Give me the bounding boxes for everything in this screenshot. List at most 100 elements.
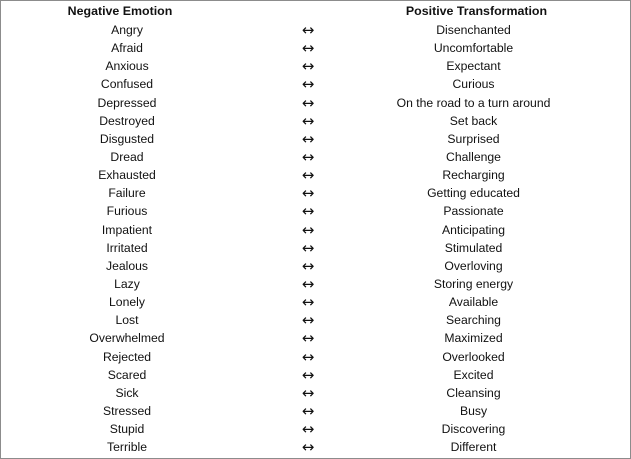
double-arrow-icon: ↔ [301, 21, 315, 39]
positive-transformation-cell: Uncomfortable [433, 41, 514, 56]
negative-emotion-cell: Anxious [105, 59, 149, 74]
table-row: Afraid ↔ Uncomfortable [1, 39, 630, 57]
negative-emotion-cell: Stupid [109, 422, 145, 437]
negative-emotion-cell: Stressed [102, 403, 152, 418]
positive-transformation-cell: Storing energy [433, 276, 514, 291]
table-row: Sick ↔ Cleansing [1, 384, 630, 402]
double-arrow-icon: ↔ [301, 420, 315, 439]
table-row: Irritated ↔ Stimulated [1, 239, 630, 257]
positive-transformation-cell: Excited [453, 367, 494, 382]
positive-transformation-cell: Anticipating [441, 222, 505, 237]
negative-emotion-cell: Disgusted [99, 131, 155, 146]
positive-transformation-cell: Recharging [442, 168, 505, 183]
table-row: Stressed ↔ Busy [1, 402, 630, 420]
positive-transformation-cell: Available [448, 295, 499, 310]
table-row: Terrible ↔ Different [1, 438, 630, 456]
negative-emotion-cell: Scared [107, 367, 147, 382]
double-arrow-icon: ↔ [301, 438, 315, 457]
double-arrow-icon: ↔ [301, 365, 315, 384]
double-arrow-icon: ↔ [301, 166, 315, 185]
table-header-row: Negative Emotion Positive Transformation [1, 1, 630, 21]
table-row: Lonely ↔ Available [1, 293, 630, 311]
positive-transformation-cell: Overlooked [442, 349, 505, 364]
double-arrow-icon: ↔ [301, 111, 315, 130]
double-arrow-icon: ↔ [301, 311, 315, 330]
positive-transformation-cell: Expectant [446, 59, 501, 74]
positive-transformation-cell: Challenge [446, 149, 501, 164]
double-arrow-icon: ↔ [301, 329, 315, 348]
negative-emotion-cell: Furious [106, 204, 148, 219]
table-row: Confused ↔ Curious [1, 75, 630, 93]
positive-transformation-cell: Stimulated [444, 240, 503, 255]
double-arrow-icon: ↔ [301, 184, 315, 203]
double-arrow-icon: ↔ [301, 401, 315, 420]
double-arrow-icon: ↔ [301, 220, 315, 239]
positive-transformation-cell: Curious [452, 77, 495, 92]
negative-emotion-cell: Exhausted [98, 168, 156, 183]
double-arrow-icon: ↔ [301, 347, 315, 366]
positive-transformation-cell: On the road to a turn around [396, 95, 551, 110]
table-row: Lazy ↔ Storing energy [1, 275, 630, 293]
double-arrow-icon: ↔ [301, 129, 315, 148]
header-positive-transformation: Positive Transformation [405, 4, 548, 18]
table-row: Depressed ↔ On the road to a turn around [1, 94, 630, 112]
positive-transformation-cell: Cleansing [446, 385, 501, 400]
negative-emotion-cell: Terrible [107, 440, 147, 455]
negative-emotion-cell: Confused [100, 77, 154, 92]
double-arrow-icon: ↔ [301, 75, 315, 94]
double-arrow-icon: ↔ [301, 147, 315, 166]
header-negative-emotion: Negative Emotion [67, 4, 173, 18]
table-row: Angry ↔ Disenchanted [1, 21, 630, 39]
negative-emotion-cell: Failure [108, 186, 146, 201]
table-row: Disgusted ↔ Surprised [1, 130, 630, 148]
double-arrow-icon: ↔ [301, 383, 315, 402]
double-arrow-icon: ↔ [301, 39, 315, 58]
positive-transformation-cell: Getting educated [427, 186, 520, 201]
negative-emotion-cell: Rejected [102, 349, 152, 364]
table-row: Rejected ↔ Overlooked [1, 348, 630, 366]
positive-transformation-cell: Different [450, 440, 497, 455]
negative-emotion-cell: Afraid [111, 41, 143, 56]
negative-emotion-cell: Destroyed [99, 113, 155, 128]
negative-emotion-cell: Jealous [105, 258, 148, 273]
table-row: Stupid ↔ Discovering [1, 420, 630, 438]
positive-transformation-cell: Passionate [443, 204, 504, 219]
positive-transformation-cell: Overloving [444, 258, 503, 273]
table-row: Failure ↔ Getting educated [1, 184, 630, 202]
table-row: Overwhelmed ↔ Maximized [1, 329, 630, 347]
table-row: Exhausted ↔ Recharging [1, 166, 630, 184]
negative-emotion-cell: Lost [115, 313, 139, 328]
double-arrow-icon: ↔ [301, 238, 315, 257]
double-arrow-icon: ↔ [301, 202, 315, 221]
positive-transformation-cell: Surprised [447, 131, 500, 146]
table-row: Scared ↔ Excited [1, 366, 630, 384]
positive-transformation-cell: Set back [449, 113, 498, 128]
table-row: Jealous ↔ Overloving [1, 257, 630, 275]
positive-transformation-cell: Disenchanted [436, 23, 511, 37]
negative-emotion-cell: Lazy [114, 276, 140, 291]
positive-transformation-cell: Maximized [444, 331, 503, 346]
negative-emotion-cell: Sick [115, 385, 139, 400]
table-row: Anxious ↔ Expectant [1, 57, 630, 75]
double-arrow-icon: ↔ [301, 293, 315, 312]
double-arrow-icon: ↔ [301, 256, 315, 275]
negative-emotion-cell: Depressed [97, 95, 157, 110]
table-row: Destroyed ↔ Set back [1, 112, 630, 130]
positive-transformation-cell: Busy [459, 403, 488, 418]
negative-emotion-cell: Lonely [109, 295, 145, 310]
table-row: Impatient ↔ Anticipating [1, 221, 630, 239]
negative-emotion-cell: Irritated [106, 240, 148, 255]
double-arrow-icon: ↔ [301, 57, 315, 76]
negative-emotion-cell: Overwhelmed [89, 331, 165, 346]
double-arrow-icon: ↔ [301, 274, 315, 293]
double-arrow-icon: ↔ [301, 93, 315, 112]
positive-transformation-cell: Searching [446, 313, 501, 328]
negative-emotion-cell: Angry [111, 23, 143, 37]
positive-transformation-cell: Discovering [441, 422, 506, 437]
negative-emotion-cell: Dread [110, 149, 144, 164]
header-arrow-spacer [283, 1, 333, 21]
table-row: Lost ↔ Searching [1, 311, 630, 329]
table-row: Furious ↔ Passionate [1, 202, 630, 220]
